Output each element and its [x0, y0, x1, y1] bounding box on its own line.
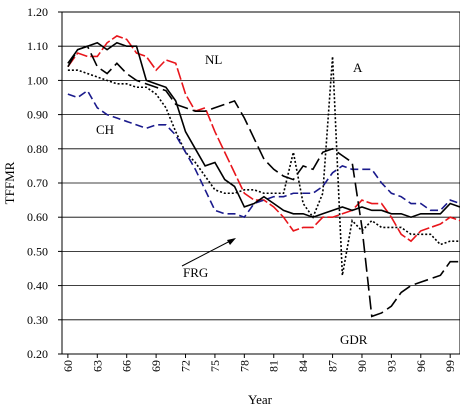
x-tick-label: 60	[61, 360, 75, 372]
series-label: GDR	[340, 332, 368, 347]
series-line	[67, 41, 460, 219]
x-axis-title: Year	[248, 392, 273, 407]
series-line	[67, 45, 460, 318]
x-tick-label: 90	[355, 360, 369, 372]
x-tick-label: 84	[296, 360, 310, 372]
series-line	[67, 35, 460, 243]
x-tick-label: 69	[149, 360, 163, 372]
y-tick-label: 1.20	[27, 5, 48, 19]
x-tick-label: 81	[267, 360, 281, 372]
y-tick-label: 0.50	[27, 244, 48, 258]
series-line	[67, 89, 460, 219]
x-tick-label: 78	[237, 360, 251, 372]
series-label: FRG	[183, 265, 208, 280]
y-tick-label: 0.90	[27, 108, 48, 122]
x-tick-label: 93	[384, 360, 398, 372]
y-tick-label: 0.80	[27, 142, 48, 156]
y-axis-title: TFFMR	[2, 161, 17, 204]
x-tick-label: 99	[443, 360, 457, 372]
y-tick-label: 0.60	[27, 210, 48, 224]
series-label: CH	[96, 122, 114, 137]
y-tick-label: 0.70	[27, 176, 48, 190]
x-tick-label: 75	[208, 360, 222, 372]
x-tick-label: 87	[326, 360, 340, 372]
y-tick-label: 0.30	[27, 313, 48, 327]
y-tick-label: 0.40	[27, 279, 48, 293]
y-tick-label: 1.00	[27, 73, 48, 87]
series-label: NL	[205, 52, 222, 67]
x-tick-label: 72	[179, 360, 193, 372]
pointer-head	[227, 238, 236, 245]
x-tick-label: 63	[90, 360, 104, 372]
pointer-line	[181, 238, 235, 267]
y-tick-label: 0.20	[27, 347, 48, 361]
series-label: A	[353, 60, 363, 75]
y-tick-label: 1.10	[27, 39, 48, 53]
series-line	[67, 56, 460, 276]
x-tick-label: 66	[120, 360, 134, 372]
x-tick-label: 96	[414, 360, 428, 372]
